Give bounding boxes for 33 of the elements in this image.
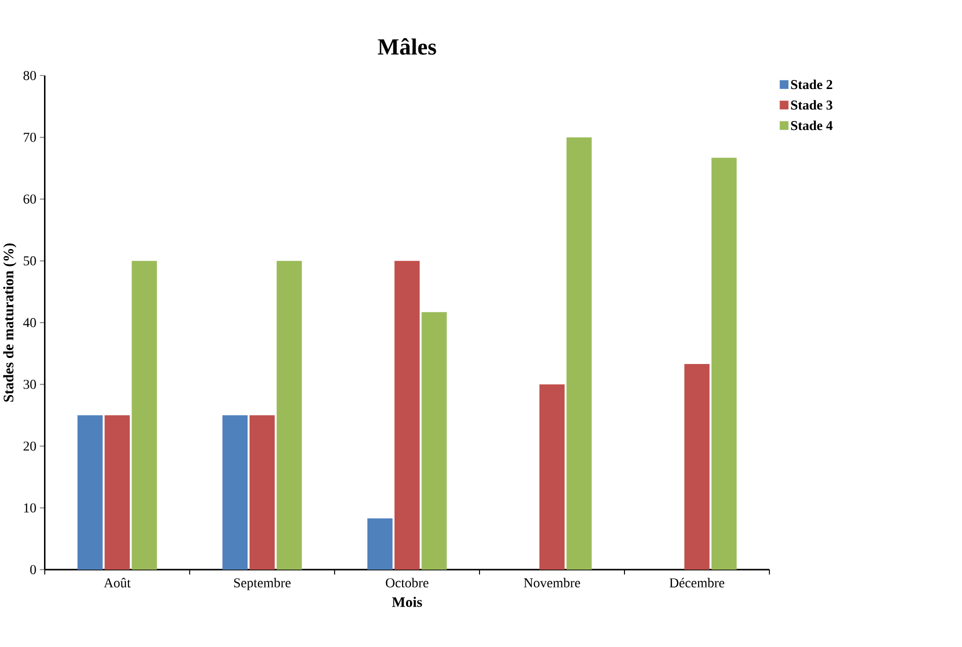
y-tick-label: 70 xyxy=(24,132,36,142)
bar xyxy=(711,158,737,570)
x-tick-label: Août xyxy=(104,578,131,588)
legend-label: Stade 2 xyxy=(791,80,832,90)
x-tick-label: Décembre xyxy=(670,578,724,588)
chart-title: Mâles xyxy=(378,38,436,55)
bar xyxy=(222,415,248,570)
bar xyxy=(250,415,275,570)
bar xyxy=(684,364,710,570)
bar xyxy=(566,137,592,570)
bar xyxy=(422,312,447,570)
bar xyxy=(276,260,302,570)
y-tick-label: 40 xyxy=(23,318,36,328)
x-tick-label: Octobre xyxy=(386,578,428,588)
bar xyxy=(132,260,157,570)
bar xyxy=(394,260,420,570)
y-tick-label: 60 xyxy=(24,194,36,204)
y-tick-label: 20 xyxy=(24,441,36,451)
y-tick-label: 30 xyxy=(24,380,36,389)
bar xyxy=(539,384,565,570)
bar xyxy=(77,415,103,570)
y-axis-title: Stades de maturation (%) xyxy=(3,243,16,402)
y-tick-label: 80 xyxy=(23,70,36,80)
legend-label: Stade 4 xyxy=(791,120,833,130)
x-tick-label: Septembre xyxy=(234,578,291,590)
x-axis-title: Mois xyxy=(392,596,422,607)
y-tick-label: 50 xyxy=(24,256,36,266)
x-tick-label: Novembre xyxy=(524,578,580,588)
bar xyxy=(104,415,130,570)
bar xyxy=(367,518,393,570)
legend-label: Stade 3 xyxy=(791,100,832,110)
y-tick-label: 0 xyxy=(30,565,36,574)
y-tick-label: 10 xyxy=(24,503,36,512)
